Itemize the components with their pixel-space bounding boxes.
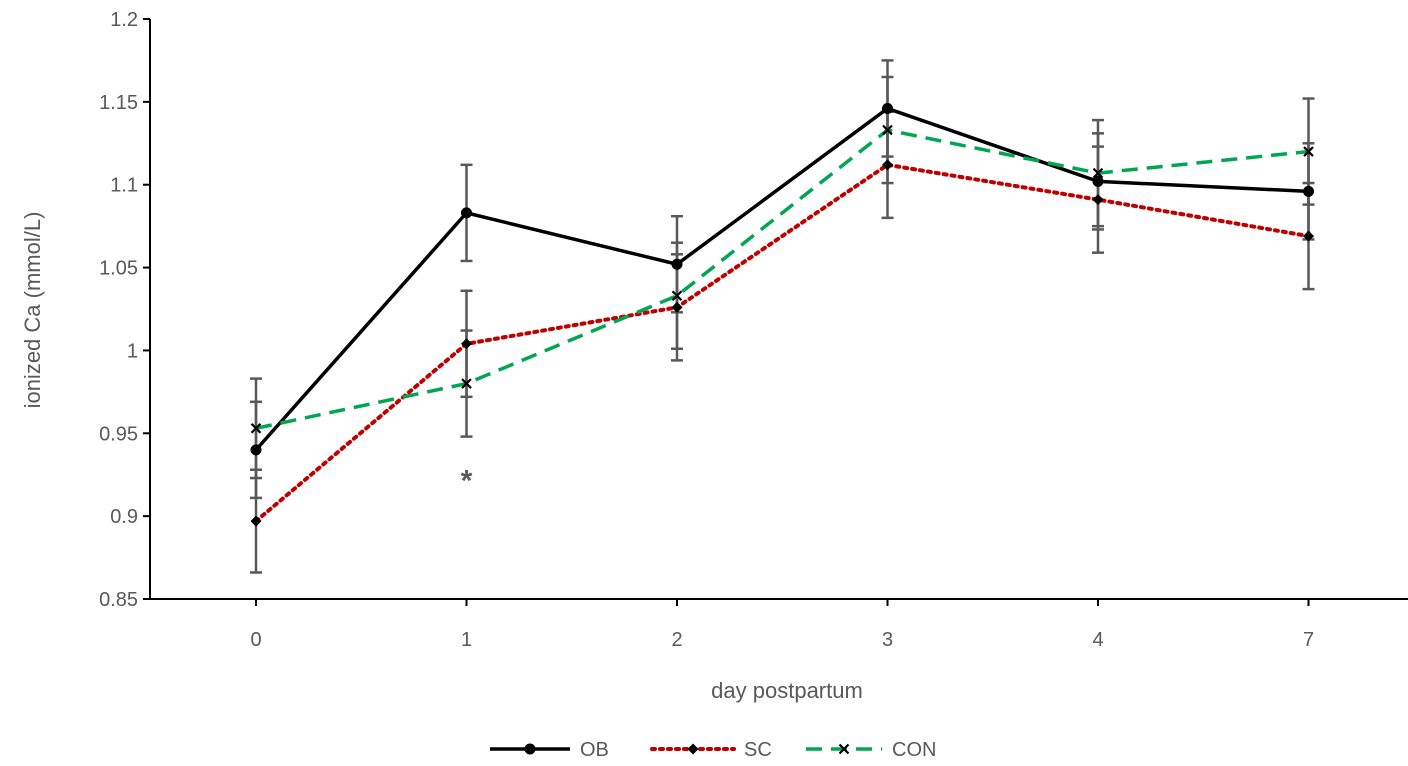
x-tick-label: 3 — [882, 629, 893, 651]
x-tick-label: 7 — [1303, 629, 1314, 651]
series-line-ob — [254, 106, 1309, 452]
data-point-sc — [1303, 230, 1314, 242]
x-tick-label: 2 — [671, 629, 682, 651]
data-point-con — [1092, 167, 1104, 179]
data-point-ob — [250, 444, 262, 456]
x-tick-label: 1 — [461, 629, 472, 651]
data-point-ob — [1303, 185, 1314, 197]
y-tick-label: 1.1 — [110, 175, 138, 197]
data-point-ob — [1092, 175, 1104, 187]
y-tick-label: 0.9 — [110, 506, 138, 528]
legend-marker — [524, 743, 536, 755]
legend-label: SC — [744, 739, 772, 761]
legend: OB SC CON — [490, 739, 936, 761]
legend-item-sc: SC — [650, 739, 772, 761]
tick-labels: 0.85 0.9 0.95 1 1.05 1.1 1.15 1.2 0 1 2 3 4 7 — [99, 9, 1314, 651]
significance-annotation: * — [461, 464, 473, 497]
y-tick-label: 1.15 — [99, 92, 138, 114]
data-point-con — [250, 423, 262, 434]
data-point-con — [882, 124, 893, 136]
data-point-con — [671, 290, 683, 302]
y-axis-title: ionized Ca (mmol/L) — [20, 212, 45, 409]
data-point-ob — [882, 102, 893, 114]
series-markers — [250, 102, 1314, 527]
data-point-sc — [250, 515, 262, 527]
data-point-sc — [1092, 194, 1104, 206]
data-point-con — [1303, 146, 1314, 157]
axes — [143, 18, 1408, 606]
x-axis-title: day postpartum — [711, 678, 863, 703]
data-point-con — [461, 378, 472, 389]
data-point-sc — [461, 338, 472, 350]
y-tick-label: 1.05 — [99, 258, 138, 280]
data-point-sc — [882, 159, 893, 171]
x-tick-label: 0 — [250, 629, 261, 651]
legend-marker — [838, 743, 850, 755]
error-bars — [250, 59, 1315, 574]
series-line-sc — [254, 162, 1311, 524]
data-point-ob — [461, 207, 472, 219]
annotations: * — [461, 464, 473, 497]
series-lines — [254, 106, 1311, 524]
y-tick-label: 1.2 — [110, 9, 138, 31]
data-point-ob — [671, 258, 683, 270]
data-point-sc — [671, 301, 683, 313]
legend-label: OB — [580, 739, 609, 761]
series-line-con — [255, 128, 1309, 431]
y-tick-label: 1 — [127, 340, 138, 362]
x-tick-label: 4 — [1092, 629, 1103, 651]
legend-marker — [687, 743, 699, 755]
legend-item-ob: OB — [490, 739, 609, 761]
legend-item-con: CON — [806, 739, 936, 761]
y-tick-label: 0.85 — [99, 589, 138, 611]
legend-label: CON — [892, 739, 936, 761]
y-tick-label: 0.95 — [99, 423, 138, 445]
